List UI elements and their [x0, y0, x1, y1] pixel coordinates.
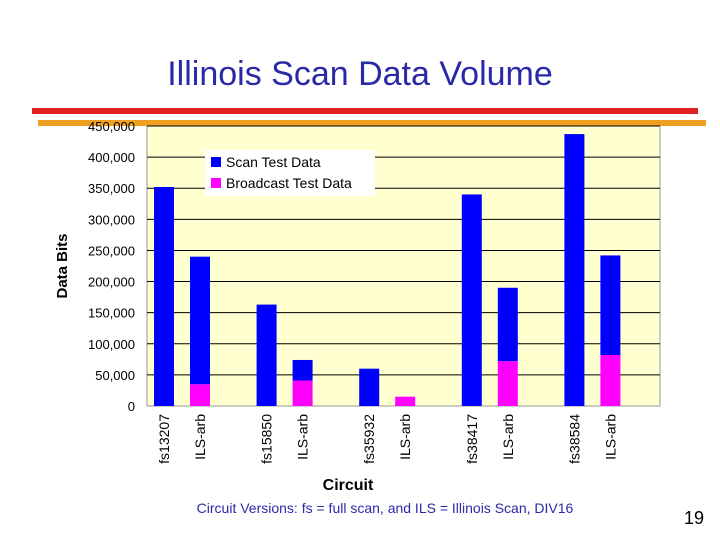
- legend-label-broadcast: Broadcast Test Data: [226, 175, 352, 191]
- x-tick-label: fs38417: [464, 414, 480, 464]
- page-number: 19: [684, 508, 705, 528]
- legend-swatch-broadcast: [211, 178, 221, 188]
- y-axis-ticks: 0 50,000 100,000 150,000 200,000 250,000 300,0…: [88, 119, 135, 414]
- bar-broadcast-test-data: [497, 361, 518, 406]
- legend-label-scan: Scan Test Data: [226, 154, 321, 170]
- bars: [154, 134, 621, 407]
- bar-broadcast-test-data: [395, 396, 416, 406]
- bar-scan-test-data: [461, 194, 482, 406]
- bar-scan-test-data: [497, 287, 518, 362]
- bar-scan-test-data: [256, 304, 277, 406]
- legend: Scan Test Data Broadcast Test Data: [205, 150, 375, 196]
- y-tick-label: 250,000: [88, 243, 135, 258]
- y-tick-label: 350,000: [88, 181, 135, 196]
- y-tick-label: 0: [128, 399, 135, 414]
- bar-broadcast-test-data: [292, 380, 313, 406]
- footnote: Circuit Versions: fs = full scan, and IL…: [196, 500, 574, 516]
- y-tick-label: 100,000: [88, 337, 135, 352]
- x-tick-label: ILS-arb: [192, 414, 208, 460]
- y-tick-label: 300,000: [88, 212, 135, 227]
- bar-scan-test-data: [154, 186, 174, 406]
- y-tick-label: 400,000: [88, 150, 135, 165]
- x-tick-label: ILS-arb: [602, 414, 618, 460]
- bar-broadcast-test-data: [600, 354, 621, 406]
- y-tick-label: 150,000: [88, 306, 135, 321]
- title-underline-red: [32, 108, 698, 114]
- bar-scan-test-data: [292, 359, 313, 381]
- legend-swatch-scan: [211, 157, 221, 167]
- legend-box: [205, 150, 375, 196]
- bar-scan-test-data: [190, 256, 210, 385]
- x-tick-label: fs15850: [259, 414, 275, 464]
- x-tick-label: fs13207: [156, 414, 172, 464]
- x-tick-label: fs38584: [566, 414, 582, 464]
- x-tick-label: ILS-arb: [500, 414, 516, 460]
- x-axis-ticks: fs13207 ILS-arb fs15850 ILS-arb fs35932 ILS-a…: [156, 414, 618, 464]
- x-axis-label: Circuit: [323, 477, 374, 494]
- x-tick-label: fs35932: [361, 414, 377, 464]
- y-tick-label: 50,000: [95, 368, 135, 383]
- bar-broadcast-test-data: [190, 384, 210, 406]
- y-tick-label: 450,000: [88, 119, 135, 134]
- y-axis-label: Data Bits: [54, 233, 71, 298]
- x-tick-label: ILS-arb: [397, 414, 413, 460]
- bar-scan-test-data: [564, 134, 585, 407]
- x-tick-label: ILS-arb: [295, 414, 311, 460]
- title-underline-gold: [38, 120, 706, 126]
- page-title: Illinois Scan Data Volume: [167, 55, 553, 93]
- bar-scan-test-data: [600, 255, 621, 355]
- y-tick-label: 200,000: [88, 275, 135, 290]
- bar-scan-test-data: [359, 368, 380, 406]
